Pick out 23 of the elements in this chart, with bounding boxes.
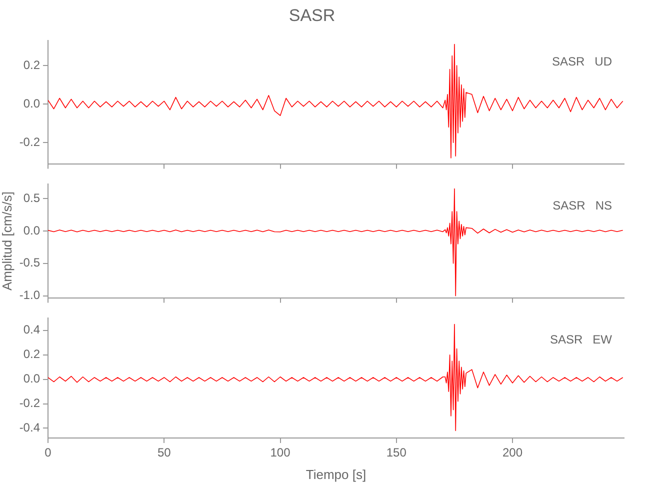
chart-title: SASR [288, 6, 336, 25]
y-tick-label: -0.5 [19, 256, 40, 270]
y-tick-label: 0.5 [23, 190, 40, 205]
y-tick-label: 0.2 [23, 58, 40, 72]
x-tick-label: 0 [44, 446, 52, 460]
y-tick-label: -0.2 [19, 396, 40, 410]
annotation: SASR EW [550, 332, 613, 347]
y-tick-label: 0.0 [23, 372, 40, 386]
x-tick-label: 50 [157, 446, 172, 460]
y-tick-label: 0.2 [23, 347, 40, 362]
x-tick-label: 150 [386, 446, 407, 460]
y-tick-label: 0.0 [23, 223, 40, 238]
annotation: SASR UD [552, 54, 612, 69]
annotation: SASR NS [552, 198, 612, 213]
x-axis-title: Tiempo [s] [306, 466, 366, 482]
y-tick-label: 0.4 [23, 322, 40, 337]
y-tick-label: 0.0 [23, 96, 40, 110]
y-axis-title: Amplitud [cm/s/s] [0, 192, 14, 290]
y-tick-label: -0.4 [19, 420, 40, 435]
x-tick-label: 100 [270, 446, 291, 460]
y-tick-label: -1.0 [19, 288, 40, 302]
x-tick-label: 200 [502, 446, 523, 460]
y-tick-label: -0.2 [19, 134, 40, 149]
